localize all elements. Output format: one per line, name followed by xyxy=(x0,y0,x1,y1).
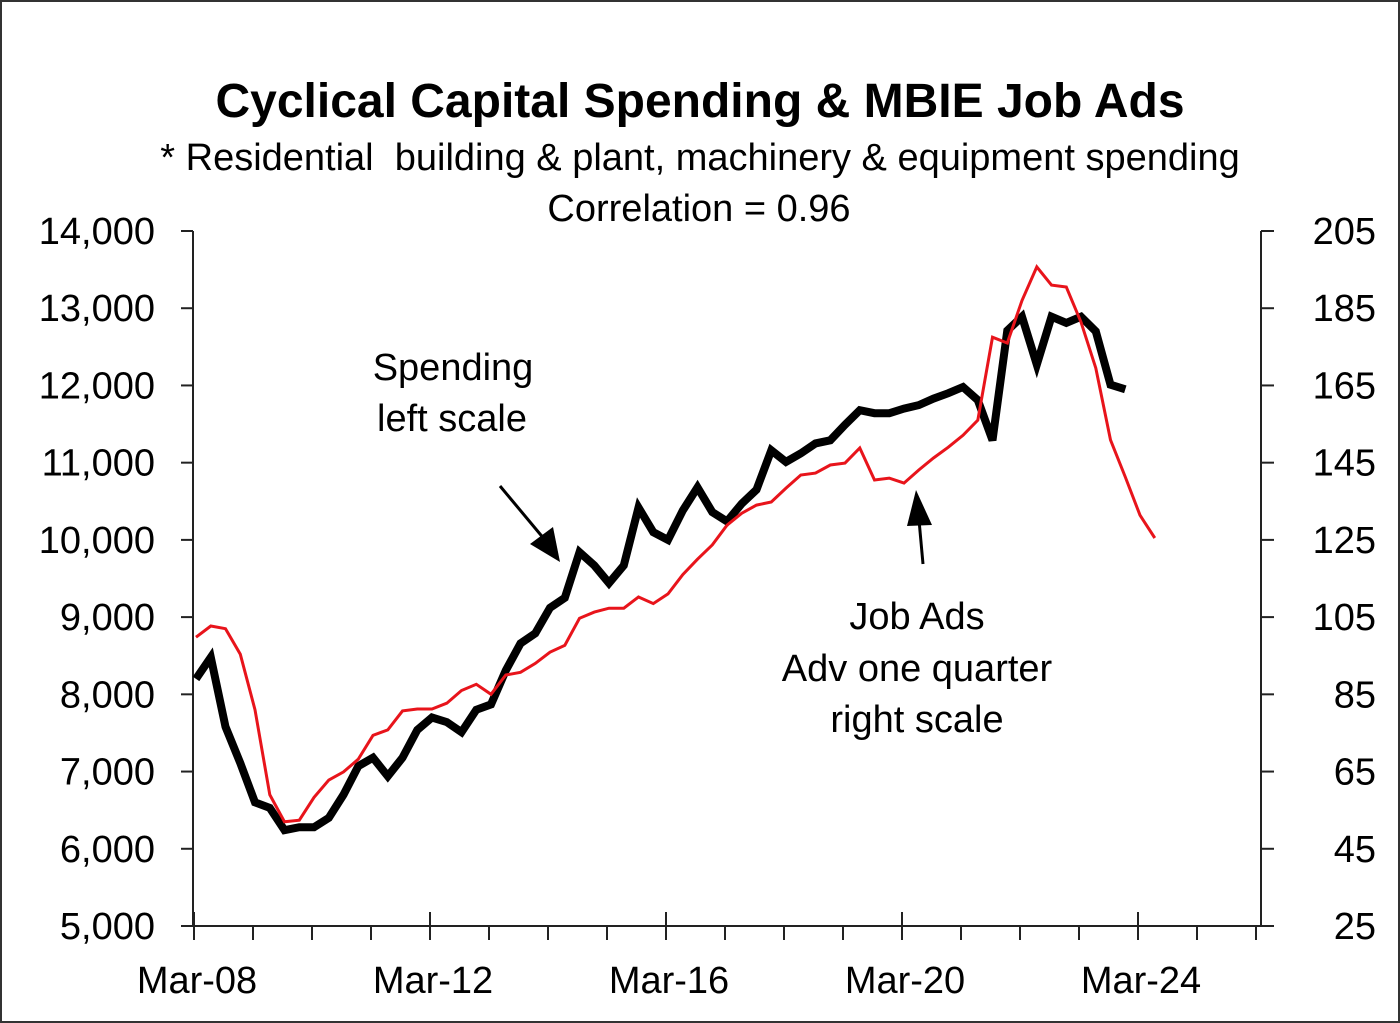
right-y-tick-label: 25 xyxy=(1334,906,1376,948)
left-y-tick-label: 6,000 xyxy=(60,829,155,871)
left-y-tick-label: 14,000 xyxy=(39,211,155,253)
right-y-tick-label: 125 xyxy=(1313,520,1376,562)
left-y-tick-label: 12,000 xyxy=(39,365,155,407)
right-y-tick-label: 85 xyxy=(1334,674,1376,716)
right-y-tick-label: 65 xyxy=(1334,752,1376,794)
right-y-tick-label: 185 xyxy=(1313,288,1376,330)
right-y-tick-label: 45 xyxy=(1334,829,1376,871)
x-tick-label: Mar-12 xyxy=(373,960,493,1002)
x-tick-label: Mar-24 xyxy=(1081,960,1201,1002)
jobads-arrow-icon xyxy=(907,490,932,565)
left-y-tick-label: 13,000 xyxy=(39,288,155,330)
correlation-label: Correlation = 0.96 xyxy=(547,188,850,230)
jobads-annotation-line1: Job Ads xyxy=(849,596,984,638)
axes: 5,000 6,000 7,000 8,000 9,000 10,000 11,000 12,… xyxy=(39,211,1376,1002)
left-y-tick-label: 10,000 xyxy=(39,520,155,562)
left-y-tick-label: 7,000 xyxy=(60,752,155,794)
right-y-tick-label: 165 xyxy=(1313,365,1376,407)
series-group xyxy=(192,264,1157,835)
x-tick-label: Mar-08 xyxy=(137,960,257,1002)
x-tick-label: Mar-20 xyxy=(845,960,965,1002)
left-y-tick-label: 8,000 xyxy=(60,674,155,716)
spending-annotation-line2: left scale xyxy=(377,398,527,440)
left-y-tick-label: 9,000 xyxy=(60,597,155,639)
spending-line xyxy=(192,309,1127,835)
chart-subtitle: * Residential building & plant, machiner… xyxy=(160,137,1239,179)
x-tick-label: Mar-16 xyxy=(609,960,729,1002)
job-ads-line xyxy=(195,264,1157,824)
left-y-tick-label: 5,000 xyxy=(60,906,155,948)
chart-title: Cyclical Capital Spending & MBIE Job Ads xyxy=(215,75,1184,128)
jobads-annotation-line3: right scale xyxy=(830,699,1003,741)
right-y-tick-label: 145 xyxy=(1313,443,1376,485)
right-y-tick-label: 205 xyxy=(1313,211,1376,253)
spending-annotation-line1: Spending xyxy=(373,347,534,389)
left-y-tick-label: 11,000 xyxy=(42,443,155,485)
jobads-annotation-line2: Adv one quarter xyxy=(782,648,1053,690)
spending-arrow-icon xyxy=(498,485,560,562)
right-y-tick-label: 105 xyxy=(1313,597,1376,639)
